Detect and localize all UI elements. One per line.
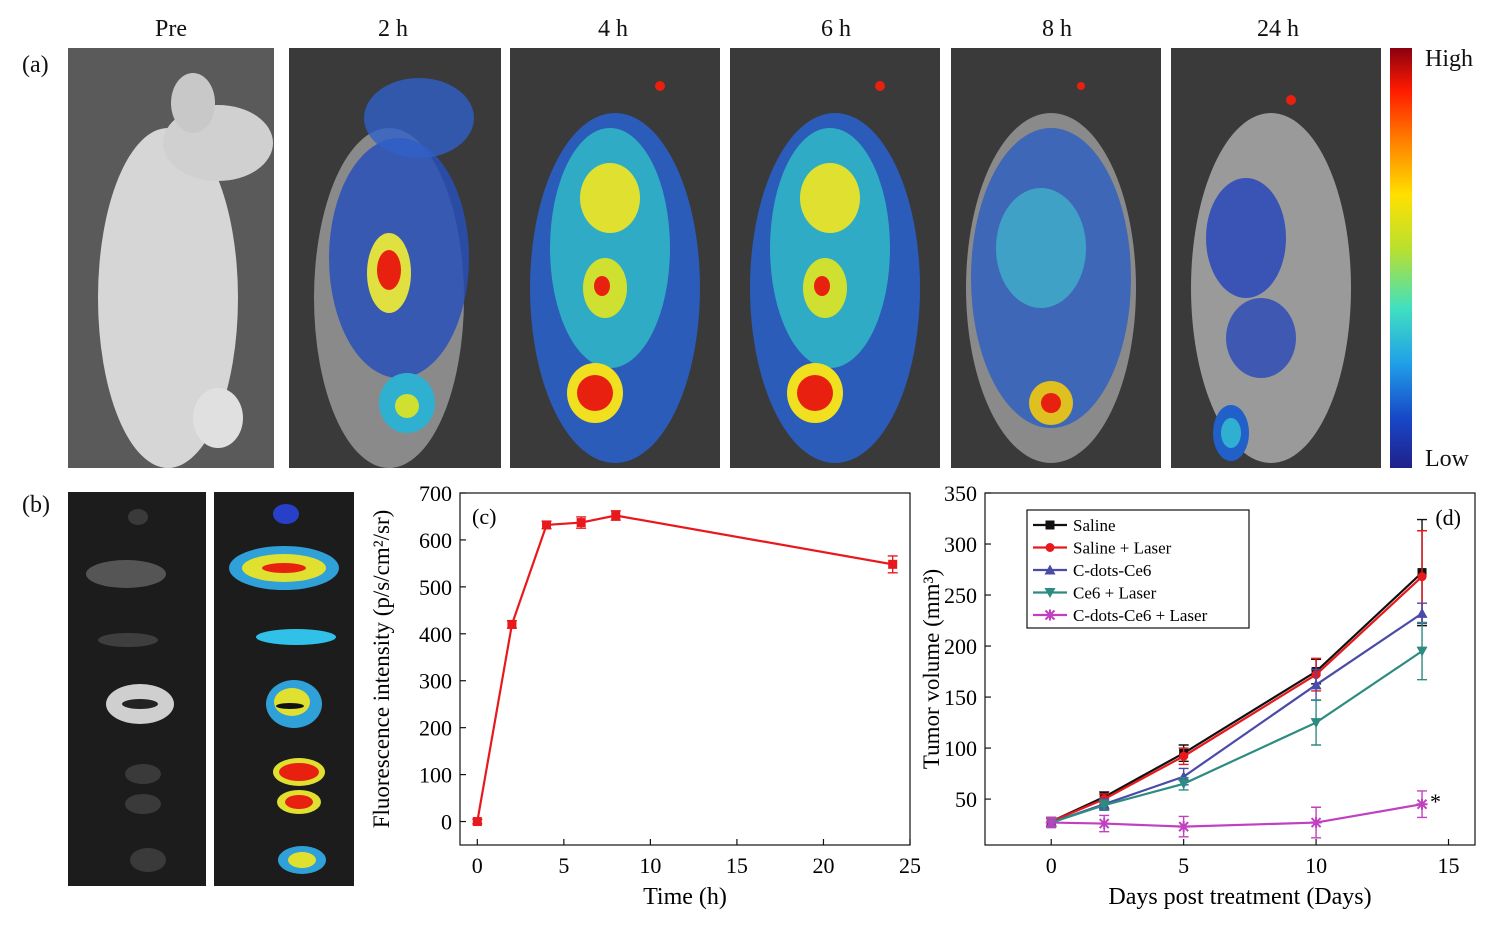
colorbar-low-label: Low xyxy=(1425,446,1469,472)
y-tick-label: 400 xyxy=(419,622,452,647)
data-point xyxy=(1178,771,1190,782)
legend-entry: C-dots-Ce6 + Laser xyxy=(1073,606,1208,625)
data-point xyxy=(1098,800,1110,811)
legend-marker xyxy=(1045,520,1055,530)
y-tick-label: 700 xyxy=(419,481,452,506)
mouse-image-24h xyxy=(1171,48,1381,468)
organ-image-fluorescence xyxy=(214,492,354,886)
timepoint-label: 8 h xyxy=(1042,16,1072,42)
data-point xyxy=(1310,679,1322,690)
data-point xyxy=(1178,821,1190,833)
series-line xyxy=(1050,612,1423,824)
y-tick-label: 50 xyxy=(955,787,977,812)
legend-entry: Saline xyxy=(1073,516,1116,535)
x-tick-label: 15 xyxy=(726,853,748,878)
chart-d-legend: Saline Saline + Laser C-dots-Ce6 Ce6 + Lase… xyxy=(1026,509,1250,629)
x-tick-label: 15 xyxy=(1438,853,1460,878)
x-tick-label: 0 xyxy=(472,853,483,878)
legend-marker xyxy=(1044,609,1056,621)
data-point xyxy=(1416,798,1428,810)
x-tick-label: 25 xyxy=(899,853,921,878)
data-point xyxy=(1416,646,1428,657)
panel-label-a: (a) xyxy=(22,52,49,78)
mouse-image-pre xyxy=(68,48,274,468)
x-tick-label: 10 xyxy=(1305,853,1327,878)
y-tick-label: 0 xyxy=(441,810,452,835)
x-tick-label: 20 xyxy=(812,853,834,878)
y-tick-label: 300 xyxy=(419,669,452,694)
legend-entry: Ce6 + Laser xyxy=(1073,584,1157,603)
timepoint-label: Pre xyxy=(155,16,187,42)
series-line xyxy=(476,514,893,822)
data-point xyxy=(888,559,898,569)
legend-marker xyxy=(1045,543,1055,552)
chart-d-ylabel: Tumor volume (mm³) xyxy=(919,569,944,769)
legend-marker xyxy=(1044,564,1056,575)
legend-entry: Saline + Laser xyxy=(1073,539,1172,558)
chart-c-xlabel: Time (h) xyxy=(643,884,727,910)
timepoint-label: 24 h xyxy=(1257,16,1299,42)
y-tick-label: 300 xyxy=(944,532,977,557)
data-point xyxy=(611,511,621,521)
mouse-image-8h xyxy=(951,48,1161,468)
mouse-image-4h xyxy=(510,48,720,468)
colorbar xyxy=(1390,48,1412,468)
data-point xyxy=(1416,607,1428,618)
colorbar-high-label: High xyxy=(1425,46,1473,72)
chart-d-panel-label: (d) xyxy=(1435,505,1461,530)
x-tick-label: 10 xyxy=(639,853,661,878)
chart-d-annotation: * xyxy=(1430,789,1441,814)
y-tick-label: 200 xyxy=(944,634,977,659)
panel-label-b: (b) xyxy=(22,492,50,518)
mouse-image-6h xyxy=(730,48,940,468)
legend-entry: C-dots-Ce6 xyxy=(1073,561,1151,580)
chart-c-panel-label: (c) xyxy=(472,504,496,529)
data-point xyxy=(576,518,586,528)
x-tick-label: 5 xyxy=(558,853,569,878)
data-point xyxy=(1310,817,1322,829)
legend-marker xyxy=(1044,588,1056,598)
data-point xyxy=(1045,817,1057,829)
y-tick-label: 100 xyxy=(419,763,452,788)
chart-d-frame xyxy=(984,492,1476,846)
data-point xyxy=(1178,779,1190,790)
y-tick-label: 200 xyxy=(419,716,452,741)
timepoint-label: 4 h xyxy=(598,16,628,42)
timepoint-label: 2 h xyxy=(378,16,408,42)
data-point xyxy=(507,619,517,629)
x-tick-label: 0 xyxy=(1046,853,1057,878)
y-tick-label: 600 xyxy=(419,528,452,553)
data-point xyxy=(1417,572,1427,582)
x-tick-label: 5 xyxy=(1178,853,1189,878)
data-point xyxy=(1098,818,1110,830)
data-point xyxy=(1310,718,1322,729)
data-point xyxy=(542,520,552,530)
y-tick-label: 150 xyxy=(944,685,977,710)
chart-c: 0 100 200 300 400 500 600 700 0 5 10 15 20 25 (c) Ti… xyxy=(369,481,921,910)
y-tick-label: 100 xyxy=(944,736,977,761)
chart-c-ylabel: Fluorescence intensity (p/s/cm²/sr) xyxy=(369,510,394,829)
y-tick-label: 500 xyxy=(419,575,452,600)
mouse-image-2h xyxy=(289,48,501,468)
timepoint-label: 6 h xyxy=(821,16,851,42)
data-point xyxy=(1179,751,1189,761)
y-tick-label: 350 xyxy=(944,481,977,506)
y-tick-label: 250 xyxy=(944,583,977,608)
chart-c-frame xyxy=(459,492,911,846)
chart-d-xlabel: Days post treatment (Days) xyxy=(1108,884,1371,910)
data-point xyxy=(472,817,482,827)
organ-image-brightfield xyxy=(68,492,206,886)
